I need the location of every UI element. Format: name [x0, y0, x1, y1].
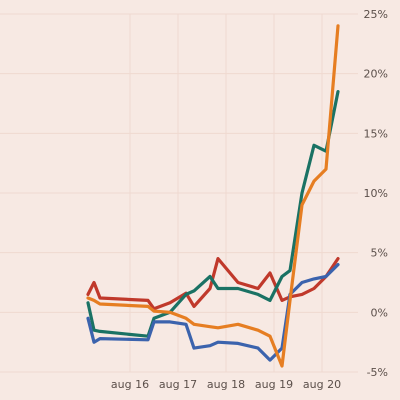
y-tick-label: 10%	[364, 187, 388, 200]
x-axis-ticks: aug 16 aug 17 aug 18 aug 19 aug 20	[111, 378, 341, 391]
y-tick-label: 15%	[364, 127, 388, 140]
y-tick-label: 20%	[364, 68, 388, 81]
y-tick-label: 0%	[371, 306, 388, 319]
series-line-1	[86, 257, 340, 311]
y-grid	[0, 13, 358, 373]
series-layer	[86, 24, 340, 368]
y-tick-label: 25%	[364, 8, 388, 21]
x-tick-label: aug 20	[303, 378, 341, 391]
series-line-4	[86, 24, 340, 368]
x-tick-label: aug 17	[159, 378, 197, 391]
x-tick-label: aug 18	[207, 378, 245, 391]
y-axis-ticks: -5% 0% 5% 10% 15% 20% 25%	[364, 8, 388, 379]
x-tick-label: aug 19	[255, 378, 293, 391]
x-tick-label: aug 16	[111, 378, 149, 391]
series-line-3	[86, 263, 340, 362]
y-tick-label: -5%	[367, 366, 388, 379]
y-tick-label: 5%	[371, 247, 388, 260]
